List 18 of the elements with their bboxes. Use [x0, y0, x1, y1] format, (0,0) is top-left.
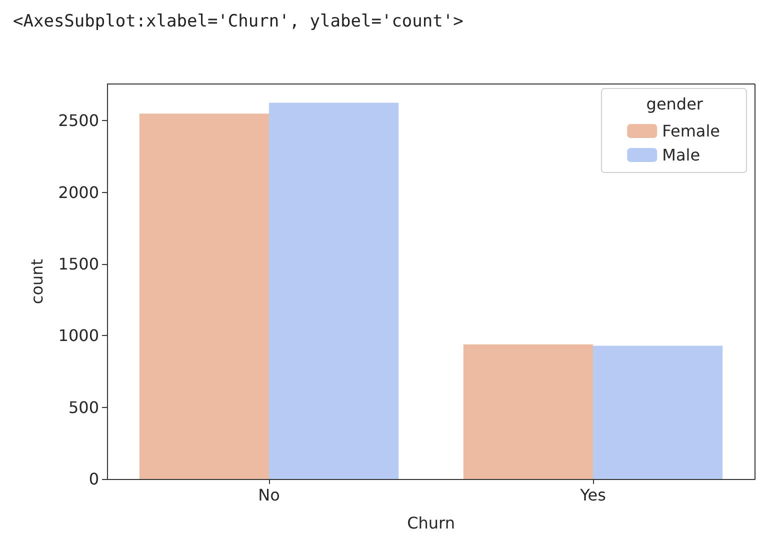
x-axis-title: Churn: [407, 514, 455, 532]
bar: [463, 344, 593, 479]
legend-title: gender: [646, 94, 704, 114]
bar: [269, 102, 399, 479]
y-tick-label: 1500: [58, 254, 99, 274]
y-tick-label: 500: [68, 398, 99, 417]
chart-title: <AxesSubplot:xlabel='Churn', ylabel='count'>: [13, 12, 464, 32]
y-tick-label: 2000: [58, 182, 99, 202]
y-tick-label: 2500: [58, 111, 99, 130]
x-tick-label: Yes: [579, 486, 606, 504]
y-tick-label: 0: [88, 470, 99, 488]
bar: [139, 114, 269, 479]
y-axis-title: count: [28, 258, 46, 304]
legend-label: Female: [662, 122, 720, 140]
x-tick-label: No: [258, 486, 280, 504]
y-tick-label: 1000: [58, 326, 99, 346]
legend-label: Male: [662, 146, 700, 164]
bar: [593, 346, 723, 479]
